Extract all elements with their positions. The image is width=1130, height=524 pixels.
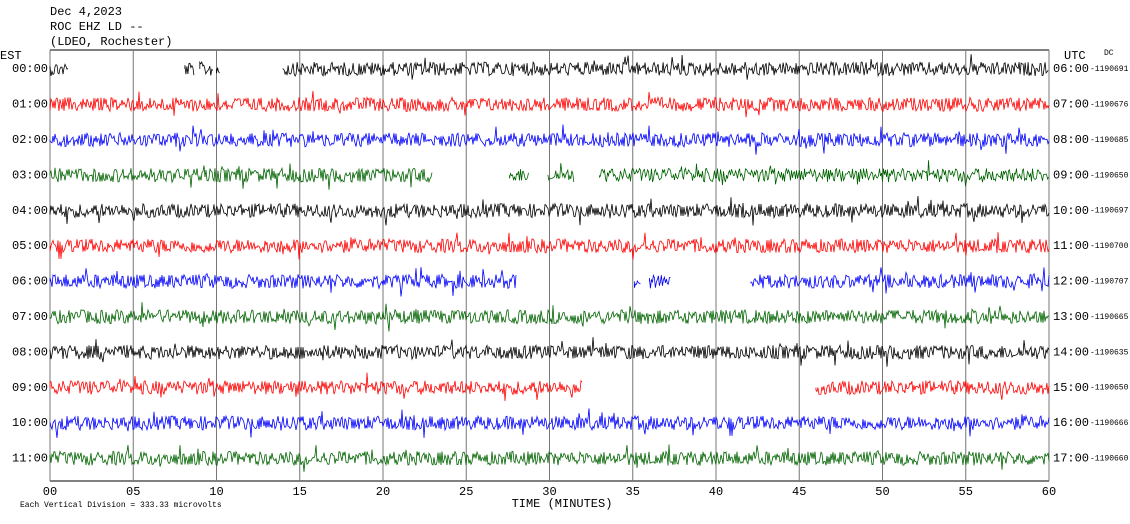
dc-offset: -1190691 [1090, 65, 1129, 74]
dc-offset: -1190650 [1090, 384, 1129, 393]
trace-segment [649, 273, 671, 289]
trace-segment [49, 372, 583, 402]
trace-segment [199, 60, 214, 76]
utc-label: 12:00 [1053, 275, 1089, 289]
est-label: 08:00 [12, 345, 48, 359]
x-tick-label: 50 [875, 485, 889, 499]
trace-segment [49, 408, 1050, 438]
dc-offset: -1190685 [1090, 136, 1129, 145]
dc-offset: -1190676 [1090, 101, 1129, 110]
trace-segment [547, 163, 575, 183]
trace-segment [282, 54, 1049, 80]
trace-segment [216, 67, 220, 74]
x-tick-label: 45 [792, 485, 806, 499]
dc-offset: -1190697 [1090, 207, 1129, 216]
dc-offset: -1190660 [1090, 455, 1129, 464]
trace-segment [49, 195, 1050, 226]
trace-segment [49, 63, 69, 76]
utc-label: 14:00 [1053, 345, 1089, 359]
x-tick-label: 30 [542, 485, 556, 499]
x-tick-label: 40 [709, 485, 723, 499]
header-line: ROC EHZ LD -- [50, 20, 144, 34]
utc-label: 11:00 [1053, 239, 1089, 253]
utc-label: 17:00 [1053, 452, 1089, 466]
x-axis-label: TIME (MINUTES) [512, 497, 613, 511]
header-line: (LDEO, Rochester) [50, 35, 172, 49]
utc-label: 08:00 [1053, 133, 1089, 147]
trace-segment [184, 62, 195, 76]
utc-label: 10:00 [1053, 204, 1089, 218]
dc-offset: -1190707 [1090, 278, 1129, 287]
est-label: 05:00 [12, 239, 48, 253]
trace-segment [750, 267, 1050, 294]
trace-segment [49, 302, 1050, 332]
trace-segment [49, 124, 1050, 155]
x-tick-label: 15 [293, 485, 307, 499]
left-axis-label: EST [0, 49, 22, 63]
utc-label: 06:00 [1053, 62, 1089, 76]
est-label: 00:00 [12, 62, 48, 76]
trace-segment [49, 337, 1050, 367]
est-label: 09:00 [12, 381, 48, 395]
est-label: 10:00 [12, 416, 48, 430]
utc-label: 16:00 [1053, 416, 1089, 430]
est-label: 02:00 [12, 133, 48, 147]
dc-offset: -1190665 [1090, 313, 1129, 322]
trace-segment [49, 232, 1050, 260]
est-label: 07:00 [12, 310, 48, 324]
x-tick-label: 35 [626, 485, 640, 499]
dc-offset: -1190635 [1090, 348, 1129, 357]
trace-segment [599, 160, 1049, 187]
trace-segment [49, 444, 1050, 472]
x-tick-label: 00 [43, 485, 57, 499]
x-tick-label: 60 [1042, 485, 1056, 499]
x-tick-label: 10 [209, 485, 223, 499]
est-label: 11:00 [12, 452, 48, 466]
dc-offset: -1190650 [1090, 171, 1129, 180]
dc-offset: -1190700 [1090, 242, 1129, 251]
trace-segment [509, 169, 529, 181]
x-tick-label: 05 [126, 485, 140, 499]
utc-label: 15:00 [1053, 381, 1089, 395]
trace-segment [49, 90, 1050, 118]
utc-label: 09:00 [1053, 168, 1089, 182]
x-tick-label: 55 [959, 485, 973, 499]
footnote: Each Vertical Division = 333.33 microvol… [20, 501, 222, 510]
est-label: 01:00 [12, 98, 48, 112]
right-axis-label: UTC [1064, 49, 1086, 63]
est-label: 06:00 [12, 275, 48, 289]
trace-segment [49, 267, 517, 297]
trace-segment [634, 279, 641, 288]
trace-segment [815, 379, 1050, 400]
header-line: Dec 4,2023 [50, 5, 122, 19]
x-tick-label: 20 [376, 485, 390, 499]
est-label: 04:00 [12, 204, 48, 218]
est-label: 03:00 [12, 168, 48, 182]
utc-label: 07:00 [1053, 98, 1089, 112]
dc-offset: -1190666 [1090, 419, 1129, 428]
x-tick-label: 25 [459, 485, 473, 499]
utc-label: 13:00 [1053, 310, 1089, 324]
trace-segment [49, 163, 433, 190]
offset-label: DC [1104, 49, 1114, 58]
